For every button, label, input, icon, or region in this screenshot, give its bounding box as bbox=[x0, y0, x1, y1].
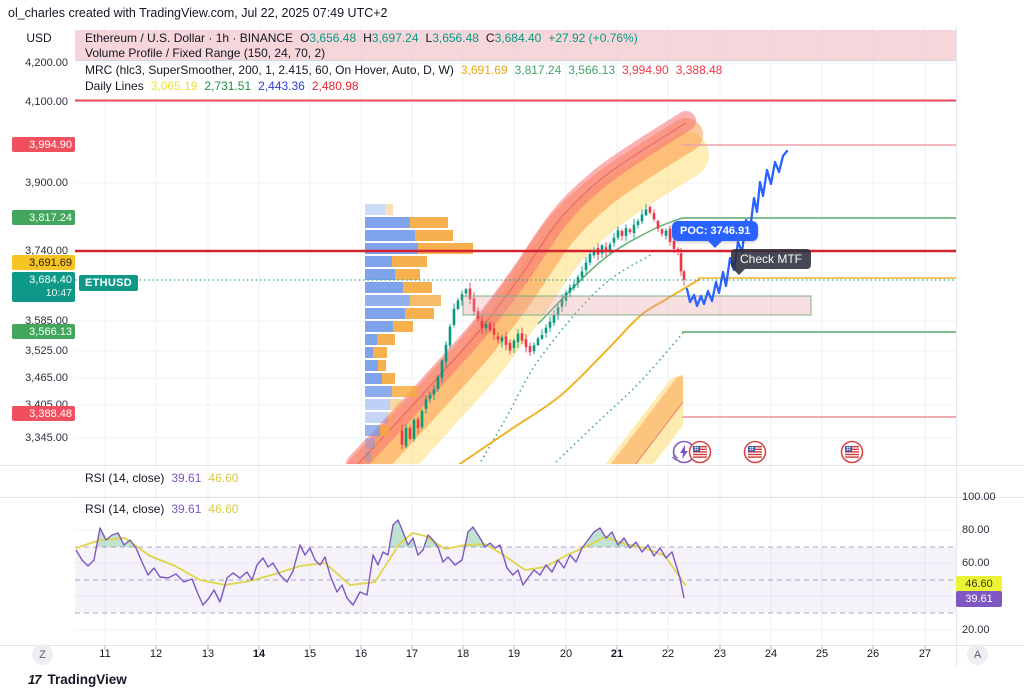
rsi-axis-label: 60.00 bbox=[962, 557, 990, 569]
time-axis-label[interactable]: 24 bbox=[764, 648, 778, 660]
check-mtf-note[interactable]: Check MTF bbox=[731, 249, 812, 275]
rsi-title: RSI (14, close) bbox=[85, 502, 165, 516]
event-icons[interactable] bbox=[671, 440, 864, 464]
timeline-z-button[interactable]: Z bbox=[32, 644, 53, 665]
time-axis-label[interactable]: 26 bbox=[866, 648, 880, 660]
symbol-tag: ETHUSD bbox=[79, 275, 139, 291]
price-axis-label: 3,740.00 bbox=[25, 245, 68, 257]
price-level-badge: 3,691.69 bbox=[12, 255, 75, 270]
price-axis-label: 3,345.00 bbox=[25, 432, 68, 444]
price-level-badge: 3,566.13 bbox=[12, 324, 75, 339]
time-axis-label[interactable]: 17 bbox=[405, 648, 419, 660]
indicator-value: 3,994.90 bbox=[622, 63, 669, 77]
rsi-ma-value: 46.60 bbox=[208, 502, 239, 516]
ohlc-key: H bbox=[363, 31, 372, 45]
time-axis-label[interactable]: 25 bbox=[815, 648, 829, 660]
mrc-lower-fan bbox=[605, 375, 683, 464]
rsi-value: 39.61 bbox=[171, 502, 202, 516]
us-flag-icon[interactable] bbox=[688, 440, 712, 464]
ohlc-value: 3,684.40 bbox=[494, 31, 542, 45]
tradingview-logo-text: TradingView bbox=[47, 672, 127, 687]
time-axis-label[interactable]: 11 bbox=[99, 648, 111, 660]
ohlc-key: O bbox=[300, 31, 310, 45]
ohlc-key: L bbox=[425, 31, 433, 45]
rsi-axis-label: 100.00 bbox=[962, 491, 996, 503]
poc-tooltip[interactable]: POC: 3746.91 bbox=[672, 221, 759, 248]
rsi-axis-label: 20.00 bbox=[962, 624, 990, 636]
time-axis-label[interactable]: 12 bbox=[149, 648, 163, 660]
time-axis-label[interactable]: 13 bbox=[201, 648, 215, 660]
ohlc-key: C bbox=[485, 31, 495, 45]
legend-mrc-row[interactable]: MRC (hlc3, SuperSmoother, 200, 1, 2.415,… bbox=[85, 63, 722, 77]
indicator-value: 3,817.24 bbox=[514, 63, 562, 77]
price-level-badge: 3,994.90 bbox=[12, 137, 75, 152]
ohlc-value: 3,656.48 bbox=[309, 31, 357, 45]
timeline-a-button[interactable]: A bbox=[967, 644, 988, 665]
tradingview-logo[interactable]: 17 TradingView bbox=[28, 672, 127, 687]
indicator-value: 2,480.98 bbox=[311, 79, 359, 93]
main-pane[interactable] bbox=[75, 99, 956, 499]
rsi-level-badge: 46.60 bbox=[956, 576, 1002, 592]
legend-symbol-row[interactable]: Ethereum / U.S. Dollar · 1h · BINANCE O3,… bbox=[85, 31, 638, 45]
indicator-value: 2,731.51 bbox=[204, 79, 252, 93]
rsi-ma-value: 46.60 bbox=[208, 471, 239, 485]
indicator-value: 3,691.69 bbox=[460, 63, 508, 77]
volume-profile bbox=[365, 204, 473, 462]
time-axis-label[interactable]: 23 bbox=[713, 648, 727, 660]
time-axis-label[interactable]: 15 bbox=[303, 648, 317, 660]
tradingview-logo-icon: 17 bbox=[28, 672, 42, 687]
indicator-value: 2,443.36 bbox=[258, 79, 305, 93]
legend-daily-lines-row[interactable]: Daily Lines 3,065.19 2,731.51 2,443.36 2,480… bbox=[85, 79, 359, 93]
last-price: 3,684.40 bbox=[29, 274, 72, 286]
us-flag-icon[interactable] bbox=[743, 440, 767, 464]
rsi-value: 39.61 bbox=[171, 471, 202, 485]
symbol-title: Ethereum / U.S. Dollar · 1h · BINANCE bbox=[85, 31, 294, 45]
legend-highlight-band bbox=[75, 30, 956, 60]
price-axis-currency[interactable]: USD bbox=[26, 31, 52, 45]
price-axis-label: 4,100.00 bbox=[25, 96, 68, 108]
time-axis-label[interactable]: 14 bbox=[252, 648, 266, 660]
price-level-badge: 3,388.48 bbox=[12, 406, 75, 421]
price-axis-label: 3,465.00 bbox=[25, 372, 68, 384]
rsi-pane[interactable] bbox=[75, 519, 956, 614]
us-flag-icon[interactable] bbox=[840, 440, 864, 464]
price-axis-label: 3,525.00 bbox=[25, 345, 68, 357]
time-axis-label[interactable]: 18 bbox=[456, 648, 470, 660]
price-level-badge: 3,817.24 bbox=[12, 210, 75, 225]
indicator-title: Daily Lines bbox=[85, 79, 144, 93]
ohlc-value: 3,697.24 bbox=[371, 31, 419, 45]
legend-volume-profile-row[interactable]: Volume Profile / Fixed Range (150, 24, 7… bbox=[85, 46, 326, 60]
ohlc-value: 3,656.48 bbox=[432, 31, 479, 45]
price-axis-label: 3,900.00 bbox=[25, 177, 68, 189]
indicator-value: 3,065.19 bbox=[150, 79, 198, 93]
rsi-pane1-legend[interactable]: RSI (14, close) 39.61 46.60 bbox=[85, 471, 238, 485]
candles bbox=[400, 204, 686, 450]
rsi-axis-label: 80.00 bbox=[962, 524, 990, 536]
indicator-value: 3,566.13 bbox=[568, 63, 615, 77]
rsi-level-badge: 39.61 bbox=[956, 591, 1002, 607]
indicator-value: 3,388.48 bbox=[675, 63, 723, 77]
watermark: ol_charles created with TradingView.com,… bbox=[8, 6, 388, 20]
time-axis-label[interactable]: 21 bbox=[610, 648, 624, 660]
price-axis-label: 4,200.00 bbox=[25, 57, 68, 69]
time-axis-label[interactable]: 16 bbox=[354, 648, 368, 660]
time-axis-label[interactable]: 22 bbox=[661, 648, 675, 660]
time-axis-label[interactable]: 27 bbox=[918, 648, 932, 660]
flash-event-icon[interactable] bbox=[671, 440, 696, 464]
change-value: +27.92 (+0.76%) bbox=[548, 31, 638, 45]
rsi-title: RSI (14, close) bbox=[85, 471, 165, 485]
indicator-title: MRC (hlc3, SuperSmoother, 200, 1, 2.415,… bbox=[85, 63, 454, 77]
time-axis-label[interactable]: 19 bbox=[507, 648, 521, 660]
last-price-badge: 3,684.40 10:47 bbox=[12, 272, 75, 302]
countdown-time: 10:47 bbox=[45, 287, 72, 299]
supply-zone-box[interactable] bbox=[462, 295, 812, 316]
time-axis-label[interactable]: 20 bbox=[559, 648, 573, 660]
rsi-pane2-legend[interactable]: RSI (14, close) 39.61 46.60 bbox=[85, 502, 238, 516]
